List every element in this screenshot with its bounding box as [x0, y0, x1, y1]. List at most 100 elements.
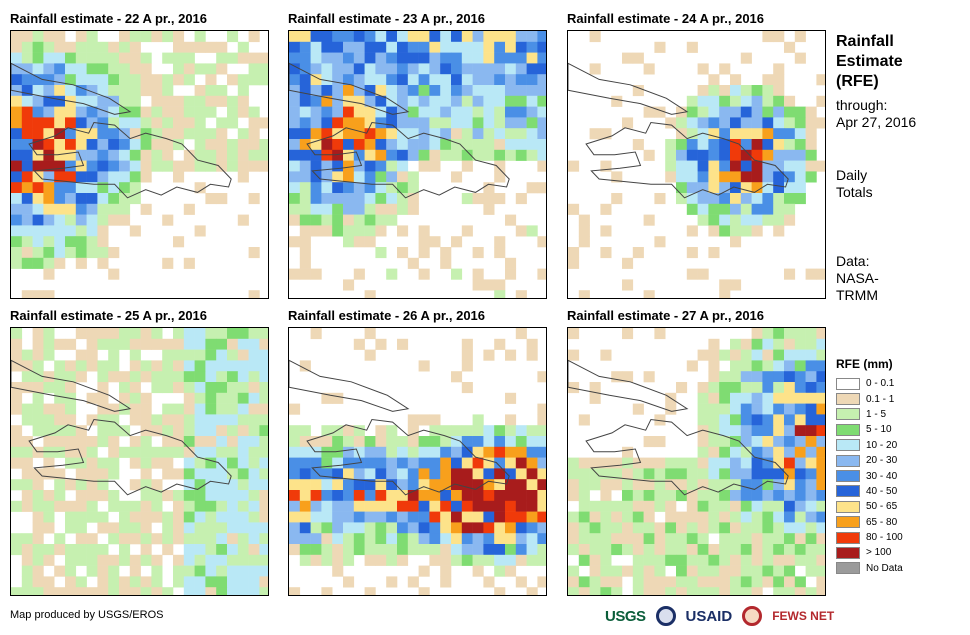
rainfall-cell: [227, 392, 239, 404]
rainfall-cell: [773, 171, 785, 183]
rainfall-cell: [407, 511, 419, 523]
rainfall-cell: [353, 193, 365, 205]
rainfall-cell: [375, 425, 387, 437]
rainfall-cell: [730, 490, 742, 502]
rainfall-cell: [194, 95, 206, 107]
rainfall-cell: [708, 479, 720, 491]
rainfall-cell: [773, 63, 785, 75]
rainfall-cell: [119, 74, 131, 86]
rainfall-cell: [227, 544, 239, 556]
rainfall-cell: [483, 41, 495, 53]
rainfall-cell: [97, 468, 109, 480]
rainfall-cell: [773, 95, 785, 107]
rainfall-cell: [719, 468, 731, 480]
rainfall-cell: [794, 403, 806, 415]
rainfall-cell: [11, 149, 23, 161]
rainfall-cell: [97, 149, 109, 161]
rainfall-cell: [75, 85, 87, 97]
rainfall-cell: [440, 446, 452, 458]
rainfall-cell: [740, 403, 752, 415]
rainfall-cell: [654, 414, 666, 426]
rainfall-cell: [784, 500, 796, 512]
rainfall-cell: [259, 382, 268, 394]
rainfall-cell: [773, 554, 785, 566]
rainfall-cell: [397, 63, 409, 75]
through-date: Apr 27, 2016: [836, 114, 917, 130]
rainfall-cell: [343, 279, 355, 291]
rainfall-cell: [622, 468, 634, 480]
rainfall-cell: [697, 106, 709, 118]
rainfall-cell: [686, 139, 698, 151]
rainfall-cell: [397, 149, 409, 161]
rainfall-cell: [762, 139, 774, 151]
rainfall-cell: [173, 338, 185, 350]
rainfall-cell: [140, 160, 152, 172]
rainfall-cell: [353, 446, 365, 458]
rainfall-cell: [86, 446, 98, 458]
rainfall-cell: [784, 425, 796, 437]
rainfall-cell: [140, 31, 152, 43]
rainfall-cell: [751, 500, 763, 512]
rainfall-cell: [299, 203, 311, 215]
rainfall-map-4: [10, 327, 269, 596]
rainfall-cell: [32, 382, 44, 394]
rainfall-cell: [173, 106, 185, 118]
rainfall-cell: [407, 544, 419, 556]
rainfall-cell: [248, 500, 260, 512]
rainfall-cell: [54, 533, 66, 545]
rainfall-cell: [632, 554, 644, 566]
rainfall-cell: [97, 328, 109, 340]
rainfall-cell: [321, 479, 333, 491]
rainfall-cell: [537, 425, 546, 437]
rainfall-cell: [237, 436, 249, 448]
rainfall-cell: [494, 522, 506, 534]
rainfall-cell: [794, 468, 806, 480]
rainfall-cell: [162, 257, 174, 269]
rainfall-cell: [86, 149, 98, 161]
rainfall-cell: [740, 479, 752, 491]
rainfall-cell: [11, 63, 23, 75]
rainfall-cell: [461, 225, 473, 237]
rainfall-cell: [259, 500, 268, 512]
rainfall-cell: [526, 182, 538, 194]
rainfall-cell: [483, 106, 495, 118]
rainfall-cell: [515, 85, 527, 97]
rainfall-cell: [129, 392, 141, 404]
rainfall-cell: [461, 41, 473, 53]
rainfall-cell: [451, 63, 463, 75]
rainfall-cell: [375, 500, 387, 512]
rainfall-cell: [32, 392, 44, 404]
rainfall-cell: [194, 436, 206, 448]
rainfall-cell: [751, 171, 763, 183]
rainfall-cell: [600, 203, 612, 215]
rainfall-cell: [321, 203, 333, 215]
rainfall-cell: [515, 117, 527, 129]
rainfall-cell: [321, 63, 333, 75]
map-credit: Map produced by USGS/EROS: [10, 609, 164, 621]
hispaniola-coastline: [28, 121, 232, 199]
rainfall-cell: [762, 522, 774, 534]
rainfall-cell: [816, 74, 825, 86]
legend-swatch: [836, 454, 860, 467]
rainfall-cell: [332, 468, 344, 480]
panel-title-1: Rainfall estimate - 22 A pr., 2016: [10, 11, 208, 26]
rainfall-cell: [151, 500, 163, 512]
rainfall-cell: [32, 193, 44, 205]
rainfall-cell: [140, 149, 152, 161]
rainfall-cell: [461, 85, 473, 97]
rainfall-cell: [289, 544, 301, 556]
rainfall-cell: [429, 139, 441, 151]
rainfall-cell: [386, 128, 398, 140]
rainfall-cell: [86, 41, 98, 53]
rainfall-cell: [97, 576, 109, 588]
rainfall-cell: [494, 149, 506, 161]
rainfall-cell: [483, 544, 495, 556]
rainfall-cell: [32, 225, 44, 237]
rainfall-cell: [697, 436, 709, 448]
rainfall-cell: [248, 425, 260, 437]
rainfall-cell: [75, 360, 87, 372]
rainfall-cell: [119, 214, 131, 226]
legend-label: 30 - 40: [866, 470, 898, 482]
rainfall-cell: [505, 149, 517, 161]
rainfall-cell: [494, 490, 506, 502]
